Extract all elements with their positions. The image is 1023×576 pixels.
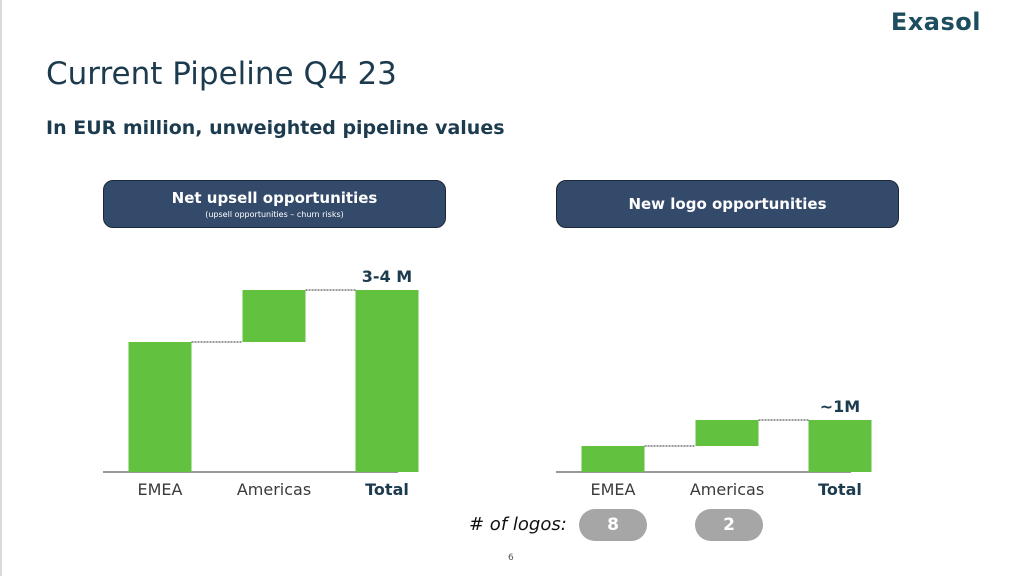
net-upsell-bar-emea: [128, 342, 192, 472]
new-logo-header: New logo opportunities: [556, 180, 899, 228]
new-logo-bar-americas: [695, 420, 759, 446]
new-logo-tick-label-total: Total: [818, 480, 862, 499]
page-number: 6: [508, 553, 514, 563]
net-upsell-tick-label-total: Total: [365, 480, 409, 499]
net-upsell-tick-label-americas: Americas: [237, 480, 311, 499]
net-upsell-bar-total: [355, 290, 419, 472]
new-logo-header-title: New logo opportunities: [628, 195, 827, 213]
emea-logo-count-badge: 8: [579, 509, 647, 541]
net-upsell-bar-americas: [242, 290, 306, 342]
new-logo-total-data-label: ~1M: [820, 397, 860, 416]
new-logo-bar-emea: [581, 446, 645, 472]
net-upsell-header: Net upsell opportunities (upsell opportu…: [103, 180, 446, 228]
new-logo-bar-total: [808, 420, 872, 472]
new-logo-waterfall-chart: EMEA Americas Total ~1M: [556, 397, 872, 499]
slide-title: Current Pipeline Q4 23: [46, 56, 397, 92]
exasol-logo: Exasol: [890, 8, 981, 36]
slide-subtitle: In EUR million, unweighted pipeline valu…: [46, 117, 505, 139]
net-upsell-tick-label-emea: EMEA: [138, 480, 183, 499]
net-upsell-waterfall-chart: EMEA Americas Total 3-4 M: [103, 267, 419, 499]
logos-count-label: # of logos:: [469, 514, 567, 535]
net-upsell-header-subtitle: (upsell opportunities – churn risks): [205, 210, 344, 219]
slide-left-border: [0, 0, 2, 576]
net-upsell-total-data-label: 3-4 M: [362, 267, 412, 286]
new-logo-tick-label-americas: Americas: [690, 480, 764, 499]
new-logo-tick-label-emea: EMEA: [591, 480, 636, 499]
net-upsell-header-title: Net upsell opportunities: [171, 189, 378, 207]
americas-logo-count-badge: 2: [695, 509, 763, 541]
